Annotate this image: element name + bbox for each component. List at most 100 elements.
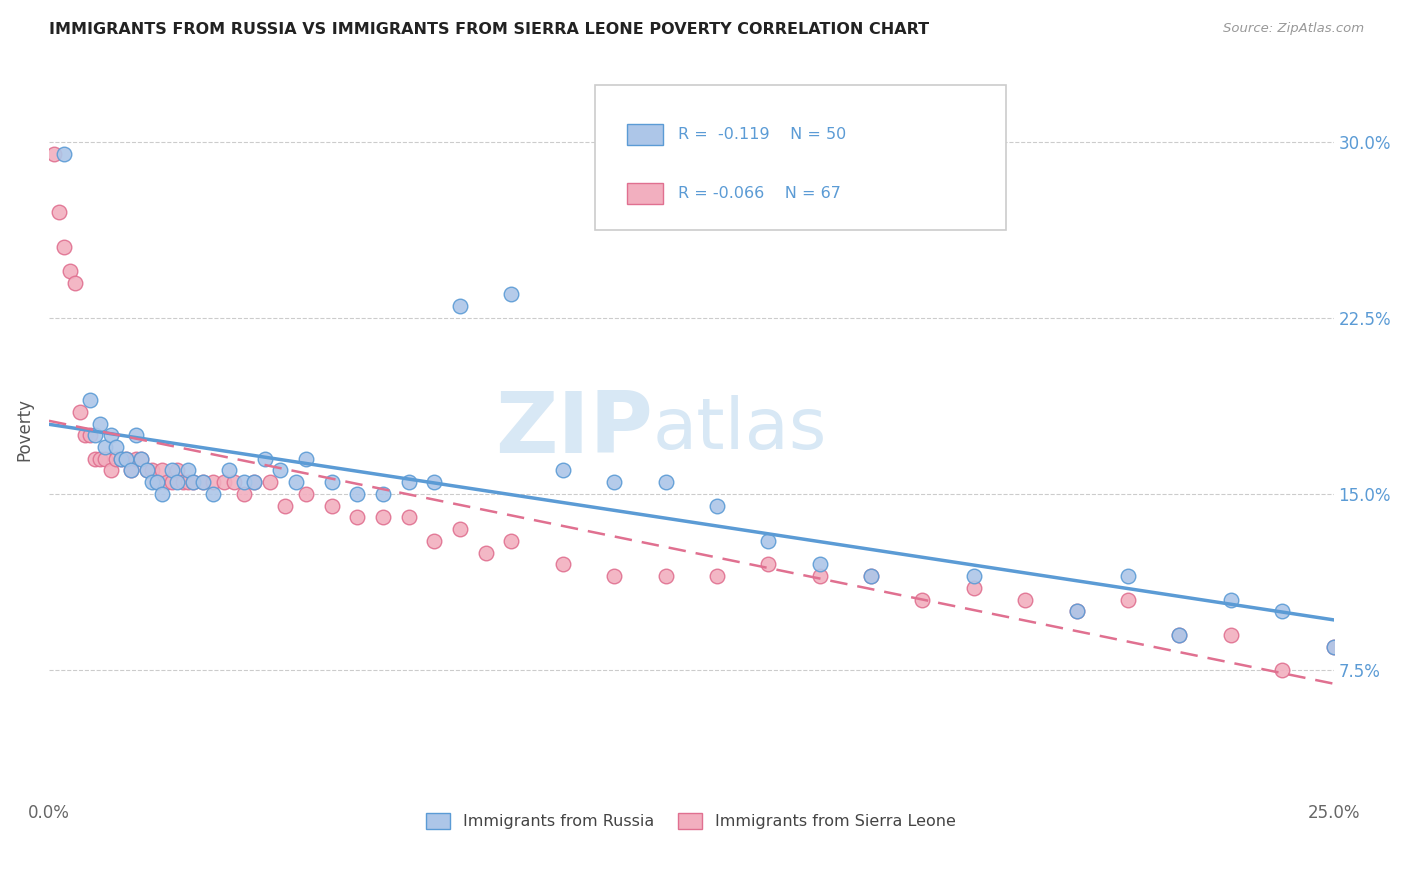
Point [115, 451, 138, 466]
Point [110, 451, 132, 466]
Point [131, 451, 153, 466]
Point [191, 475, 214, 490]
Point [150, 463, 173, 477]
Point [295, 487, 318, 501]
Point [79, 428, 101, 442]
Point [89, 417, 111, 431]
Point [398, 475, 420, 490]
Point [1116, 592, 1139, 607]
Point [808, 569, 831, 583]
Point [162, 475, 184, 490]
Point [42, 146, 65, 161]
Point [141, 475, 163, 490]
Point [1219, 628, 1241, 642]
Point [84, 428, 107, 442]
Point [191, 475, 214, 490]
Point [243, 475, 266, 490]
Point [474, 546, 496, 560]
Point [141, 463, 163, 477]
Point [259, 475, 281, 490]
Point [371, 487, 394, 501]
Point [172, 475, 194, 490]
Text: Source: ZipAtlas.com: Source: ZipAtlas.com [1223, 22, 1364, 36]
Point [1066, 604, 1088, 618]
Point [156, 475, 179, 490]
FancyBboxPatch shape [627, 124, 664, 145]
Point [253, 451, 276, 466]
Point [120, 463, 142, 477]
Point [911, 592, 934, 607]
Point [53, 240, 76, 254]
Text: R = -0.066    N = 67: R = -0.066 N = 67 [679, 186, 841, 202]
Point [1322, 640, 1344, 654]
Point [233, 475, 256, 490]
Point [423, 533, 446, 548]
Point [1374, 686, 1396, 700]
Point [120, 463, 142, 477]
Point [110, 451, 132, 466]
Point [756, 533, 779, 548]
Point [808, 558, 831, 572]
Point [79, 392, 101, 407]
Point [125, 451, 148, 466]
Point [166, 463, 188, 477]
Point [100, 428, 122, 442]
Text: R =  -0.119    N = 50: R = -0.119 N = 50 [679, 127, 846, 142]
Point [177, 463, 200, 477]
Y-axis label: Poverty: Poverty [15, 398, 32, 461]
Point [398, 510, 420, 524]
Point [371, 510, 394, 524]
Point [125, 428, 148, 442]
Point [104, 440, 127, 454]
Point [346, 487, 368, 501]
Point [1066, 604, 1088, 618]
Point [1322, 640, 1344, 654]
FancyBboxPatch shape [627, 184, 664, 204]
Point [89, 451, 111, 466]
Point [274, 499, 297, 513]
Point [63, 276, 86, 290]
Point [233, 487, 256, 501]
Point [181, 475, 204, 490]
Text: atlas: atlas [652, 395, 827, 464]
Point [1116, 569, 1139, 583]
Point [94, 451, 117, 466]
Point [1219, 592, 1241, 607]
Point [501, 287, 523, 301]
Point [202, 475, 225, 490]
Point [295, 451, 318, 466]
Point [177, 475, 200, 490]
Point [146, 475, 169, 490]
Point [551, 463, 574, 477]
Point [1168, 628, 1191, 642]
Point [551, 558, 574, 572]
Point [346, 510, 368, 524]
Point [181, 475, 204, 490]
Point [115, 451, 138, 466]
Point [166, 475, 188, 490]
Point [449, 522, 471, 536]
Point [243, 475, 266, 490]
Point [321, 499, 343, 513]
Point [73, 428, 96, 442]
Point [104, 451, 127, 466]
FancyBboxPatch shape [595, 86, 1005, 230]
Point [69, 405, 91, 419]
Point [202, 487, 225, 501]
Point [212, 475, 235, 490]
Point [1271, 663, 1294, 677]
Point [284, 475, 307, 490]
Legend: Immigrants from Russia, Immigrants from Sierra Leone: Immigrants from Russia, Immigrants from … [420, 806, 963, 836]
Point [501, 533, 523, 548]
Text: ZIP: ZIP [495, 388, 652, 471]
Point [53, 146, 76, 161]
Point [131, 451, 153, 466]
Point [706, 499, 728, 513]
Point [269, 463, 291, 477]
Point [48, 205, 70, 219]
Point [860, 569, 883, 583]
Point [963, 581, 986, 595]
Point [146, 475, 169, 490]
Point [218, 463, 240, 477]
Point [321, 475, 343, 490]
